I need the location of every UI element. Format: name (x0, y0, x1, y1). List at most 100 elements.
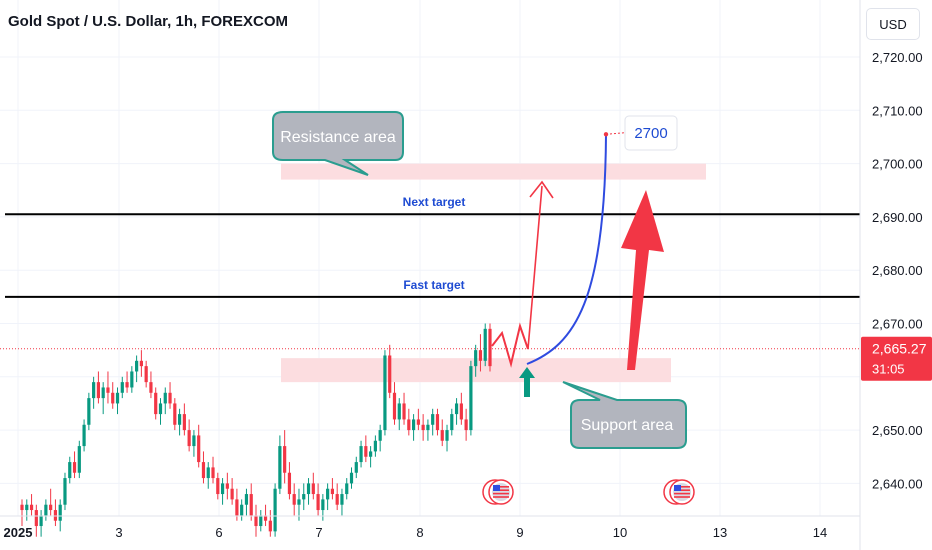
currency-button[interactable]: USD (866, 8, 920, 40)
candle-body (96, 382, 101, 399)
candle-body (373, 440, 377, 452)
candle-body (39, 515, 43, 527)
candle (364, 435, 368, 463)
candle-body (392, 392, 397, 420)
candle (96, 371, 101, 404)
candle-body (459, 403, 463, 420)
candle (416, 408, 420, 431)
candle-body (340, 494, 344, 505)
candle (464, 408, 468, 441)
candle-body (478, 350, 483, 361)
candle-body (345, 483, 349, 495)
us-flag-event-icon[interactable] (663, 479, 695, 505)
candle-body (225, 483, 229, 489)
candle-body (469, 366, 473, 431)
candle-body (278, 446, 282, 489)
candles (20, 323, 492, 537)
candle (206, 462, 210, 489)
candle-body (287, 472, 292, 495)
candle (483, 323, 487, 367)
candle-body (235, 499, 239, 516)
candle-body (483, 328, 487, 361)
countdown-label: 31:05 (872, 362, 905, 377)
time-tick-label: 6 (215, 525, 222, 540)
candle-body (440, 430, 444, 441)
candle-body (139, 360, 143, 367)
flag-stripe (674, 489, 690, 491)
candle-body (321, 499, 325, 511)
candle (373, 435, 377, 457)
candle-body (163, 392, 167, 404)
time-tick-label: 13 (713, 525, 727, 540)
candle (82, 419, 86, 452)
candle-body (488, 328, 492, 367)
candle (397, 398, 401, 431)
candle (426, 419, 430, 441)
candle (388, 344, 392, 399)
projection-arrow-head (529, 180, 554, 199)
candle-body (58, 504, 62, 521)
candle-body (283, 446, 287, 473)
candle (139, 350, 143, 377)
candle (135, 355, 139, 383)
projection-curve (526, 134, 607, 365)
candle (459, 392, 463, 425)
candle-body (426, 424, 430, 431)
flag-stripe (674, 486, 690, 488)
candle (392, 382, 397, 425)
zigzag-path (491, 322, 529, 368)
candle (130, 366, 134, 393)
flag-stripe (493, 496, 509, 498)
candle-body (82, 424, 86, 447)
candle (383, 350, 387, 436)
candle-body (72, 462, 77, 473)
candle (220, 478, 225, 505)
candle-body (197, 435, 201, 463)
candle-body (111, 392, 115, 404)
candle-body (244, 494, 249, 505)
candle (349, 467, 354, 489)
candle (225, 472, 229, 500)
candle-body (388, 355, 392, 393)
candle-body (359, 446, 363, 463)
time-tick-label: 9 (516, 525, 523, 540)
candle-body (335, 494, 339, 505)
candle-body (297, 499, 301, 505)
price-tick-label: 2,670.00 (872, 317, 923, 332)
candle-body (115, 392, 120, 404)
target-levels: Next target Fast target (5, 195, 860, 298)
candle (478, 334, 483, 372)
candle (111, 382, 115, 409)
flag-stripe (493, 486, 509, 488)
us-flag-event-icon[interactable] (482, 479, 514, 505)
candle (154, 387, 158, 420)
candle-body (77, 446, 81, 473)
support-callout (562, 381, 687, 449)
candle-body (416, 419, 420, 425)
event-markers[interactable] (482, 479, 695, 505)
candle (201, 451, 206, 484)
candle (445, 424, 449, 452)
candle (44, 499, 48, 521)
price-tick-label: 2,680.00 (872, 263, 923, 278)
target-price-box (624, 115, 678, 151)
candle-body (206, 467, 210, 479)
callouts: Resistance area Support area 2700 (272, 111, 687, 449)
candle (273, 483, 277, 537)
candle-body (220, 483, 225, 495)
candle (68, 456, 72, 484)
candle (488, 323, 492, 372)
support-label: Support area (581, 417, 674, 434)
candle-body (34, 510, 38, 527)
candle-body (201, 462, 206, 479)
candle-body (263, 515, 268, 521)
big-up-arrow (621, 190, 664, 370)
flag-stripe (493, 492, 509, 495)
candle (292, 483, 296, 516)
candle (63, 472, 67, 511)
candle (211, 456, 215, 484)
time-tick-label: 7 (315, 525, 322, 540)
candle-body (168, 392, 172, 404)
flag-canton (493, 485, 500, 491)
